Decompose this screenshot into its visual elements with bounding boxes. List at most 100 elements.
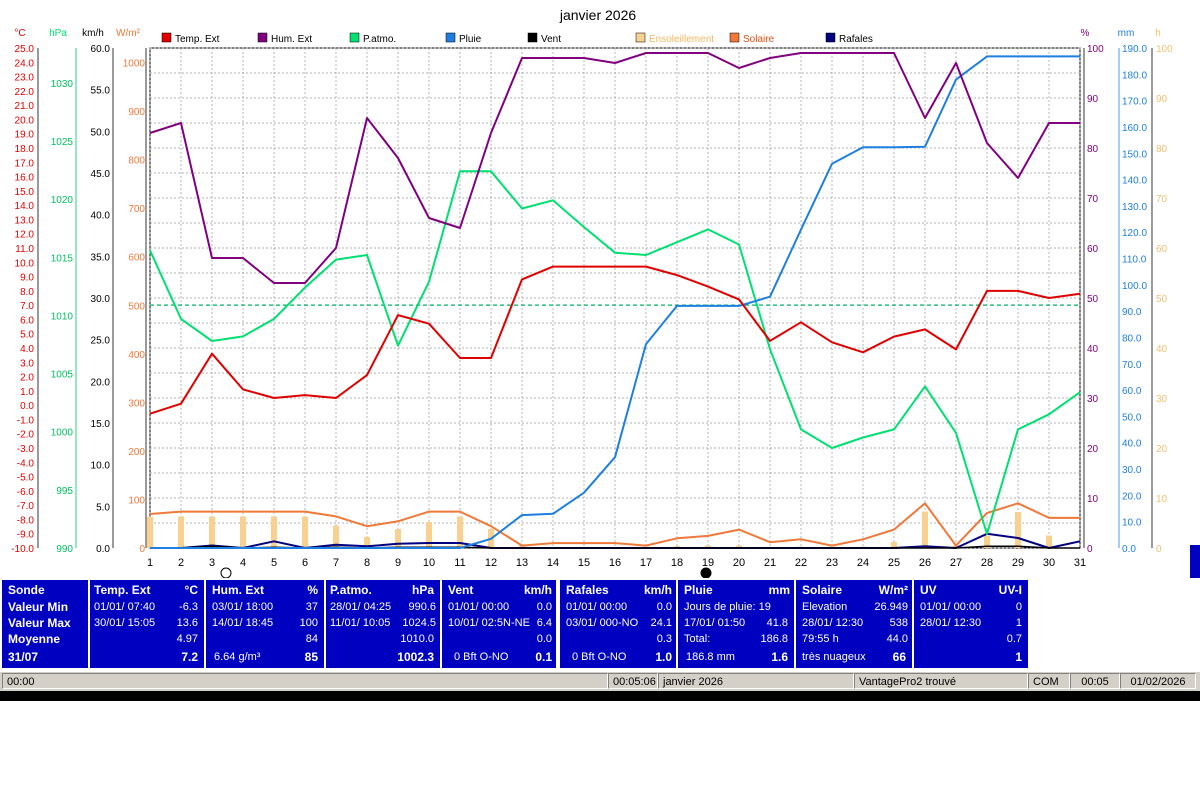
pct-axis-tick: 50 [1087, 294, 1099, 305]
hum-col-unit: % [307, 583, 318, 597]
day-label: 29 [1012, 557, 1024, 569]
h-axis-tick: 30 [1156, 394, 1168, 405]
temp-column: Temp. Ext °C 01/01/ 07:40 -6.3 30/01/ 15:0… [90, 580, 204, 668]
hum-line [149, 52, 1080, 284]
kmh-axis-tick: 45.0 [91, 169, 111, 180]
legend-label-4: Vent [541, 34, 561, 45]
legend-label-0: Temp. Ext [175, 34, 220, 45]
day-label: 3 [209, 557, 215, 569]
temp-axis-tick: 11.0 [15, 244, 34, 255]
vent-col-unit: km/h [523, 583, 552, 597]
day-label: 27 [950, 557, 962, 569]
legend-swatch-7 [825, 32, 836, 43]
temp-axis-tick: 20.0 [15, 115, 35, 126]
temp-axis-tick: -3.0 [17, 444, 35, 455]
mm-axis-tick: 160.0 [1122, 123, 1147, 134]
pct-axis-tick: 0 [1087, 544, 1093, 555]
day-label: 25 [888, 557, 900, 569]
sunshine-bar [426, 522, 432, 548]
unit-label-wm2: W/m² [116, 28, 141, 39]
wm2-axis-tick: 0 [139, 544, 145, 555]
temp-max-date: 30/01/ 15:05 [94, 617, 156, 629]
sunshine-bar [736, 545, 742, 548]
mm-axis-tick: 30.0 [1122, 465, 1142, 476]
h-axis-tick: 50 [1156, 294, 1168, 305]
vent-max-date: 10/01/ 02:5N-NE [448, 617, 530, 629]
temp-axis-tick: -9.0 [17, 530, 35, 541]
temp-min-date: 01/01/ 07:40 [94, 601, 156, 613]
temp-axis-tick: -7.0 [17, 501, 35, 512]
pluie-rain-days: Jours de pluie: 19 [684, 601, 771, 613]
sunshine-bar [922, 511, 928, 548]
unit-label-h: h [1155, 28, 1161, 39]
day-label: 20 [733, 557, 745, 569]
temp-axis-tick: -5.0 [17, 473, 35, 484]
pluie-current-value: 1.6 [771, 650, 788, 664]
solaire-sky-note: très nuageux [802, 651, 866, 663]
pluie-max-date: 17/01/ 01:50 [684, 617, 746, 629]
unit-label-kmh: km/h [82, 28, 104, 39]
kmh-axis-tick: 50.0 [91, 127, 111, 138]
h-axis-tick: 60 [1156, 244, 1168, 255]
legend-label-6: Solaire [743, 34, 775, 45]
hpa-axis-tick: 1005 [51, 370, 74, 381]
day-label: 13 [516, 557, 528, 569]
rafales-col-unit: km/h [643, 583, 672, 597]
status-date: 01/02/2026 [1120, 673, 1196, 689]
chart-svg: janvier 2026 Temp. Ext Hum. Ext P.atmo. Plui… [11, 7, 1173, 578]
wm2-axis-tick: 100 [128, 495, 145, 506]
mm-axis-tick: 10.0 [1122, 518, 1142, 529]
vent-min-value: 0.0 [536, 601, 552, 613]
min-row-label: Valeur Min [8, 600, 69, 614]
h-axis-tick: 80 [1156, 144, 1168, 155]
patmo-max-value: 1024.5 [402, 617, 436, 629]
day-label: 9 [395, 557, 401, 569]
sunshine-bar [705, 545, 711, 548]
mm-axis-tick: 110.0 [1122, 255, 1147, 266]
temp-axis-tick: 12.0 [15, 230, 35, 241]
hpa-axis-tick: 1015 [51, 253, 74, 264]
temp-max-value: 13.6 [176, 617, 198, 629]
mm-axis-tick: 140.0 [1122, 176, 1147, 187]
uv-max-date: 28/01/ 12:30 [920, 617, 982, 629]
h-axis-tick: 10 [1156, 494, 1168, 505]
patmo-current-value: 1002.3 [397, 650, 434, 664]
legend-label-7: Rafales [839, 34, 873, 45]
wm2-axis-tick: 200 [128, 447, 145, 458]
temp-col-title: Temp. Ext [94, 583, 151, 597]
solaire-col-title: Solaire [802, 583, 843, 597]
uv-col-unit: UV-I [998, 583, 1022, 597]
rafales-bft-note: 0 Bft O-NO [572, 651, 627, 663]
hum-abs-note: 6.64 g/m³ [214, 651, 261, 663]
sunshine-bar [178, 516, 184, 548]
mm-axis-tick: 60.0 [1122, 386, 1142, 397]
solaire-max-date: 28/01/ 12:30 [802, 617, 864, 629]
sunshine-bar [457, 516, 463, 548]
hum-avg-value: 84 [305, 633, 318, 645]
solaire-current-value: 66 [892, 650, 906, 664]
wm2-axis-tick: 800 [128, 156, 145, 167]
patmo-avg-value: 1010.0 [400, 633, 434, 645]
kmh-axis-tick: 15.0 [91, 419, 111, 430]
patmo-col-unit: hPa [411, 583, 434, 597]
pluie-col-title: Pluie [684, 583, 713, 597]
unit-label-hpa: hPa [49, 28, 67, 39]
temp-axis-tick: 10.0 [15, 258, 35, 269]
day-label: 8 [364, 557, 370, 569]
sunshine-bar [240, 516, 246, 548]
temp-axis-tick: -2.0 [17, 430, 35, 441]
day-label: 4 [240, 557, 246, 569]
mm-axis-tick: 100.0 [1122, 281, 1147, 292]
hpa-axis-tick: 1025 [51, 137, 74, 148]
patmo-max-date: 11/01/ 10:05 [330, 617, 391, 629]
temp-axis-tick: 24.0 [15, 58, 35, 69]
mm-axis-tick: 130.0 [1122, 202, 1147, 213]
hpa-axis-tick: 1000 [51, 428, 74, 439]
pluie-column: Pluie mm Jours de pluie: 19 17/01/ 01:50 4… [678, 580, 794, 668]
chart-title: janvier 2026 [559, 7, 636, 23]
legend-swatch-0 [161, 32, 172, 43]
rafales-avg-value: 0.3 [656, 633, 672, 645]
pluie-col-unit: mm [768, 583, 790, 597]
mm-axis-tick: 150.0 [1122, 149, 1147, 160]
pct-axis-tick: 70 [1087, 194, 1099, 205]
